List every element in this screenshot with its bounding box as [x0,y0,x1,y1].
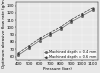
Machined depth = 0.6 mm [18,52,19,53]
Y-axis label: Optimum abrasive flow rate (g/min): Optimum abrasive flow rate (g/min) [2,0,6,68]
Machined depth = 0.6 mm [71,19,72,20]
Machined depth = 0.6 mm [81,13,83,14]
X-axis label: Pressure (bar): Pressure (bar) [43,67,72,71]
Machined depth = 0.4 mm [92,10,93,11]
Legend: Machined depth = 0.4 mm, Machined depth = 0.6 mm: Machined depth = 0.4 mm, Machined depth … [44,50,97,59]
Line: Machined depth = 0.6 mm: Machined depth = 0.6 mm [18,7,93,54]
Line: Machined depth = 0.4 mm: Machined depth = 0.4 mm [18,9,93,56]
Machined depth = 0.6 mm [39,38,40,39]
Machined depth = 0.4 mm [71,21,72,22]
Machined depth = 0.6 mm [28,45,30,46]
Machined depth = 0.6 mm [50,32,51,33]
Machined depth = 0.4 mm [81,15,83,16]
Machined depth = 0.6 mm [60,26,61,27]
Machined depth = 0.4 mm [60,28,61,29]
Machined depth = 0.4 mm [39,40,40,41]
Machined depth = 0.4 mm [50,34,51,35]
Machined depth = 0.4 mm [28,47,30,48]
Machined depth = 0.6 mm [92,7,93,8]
